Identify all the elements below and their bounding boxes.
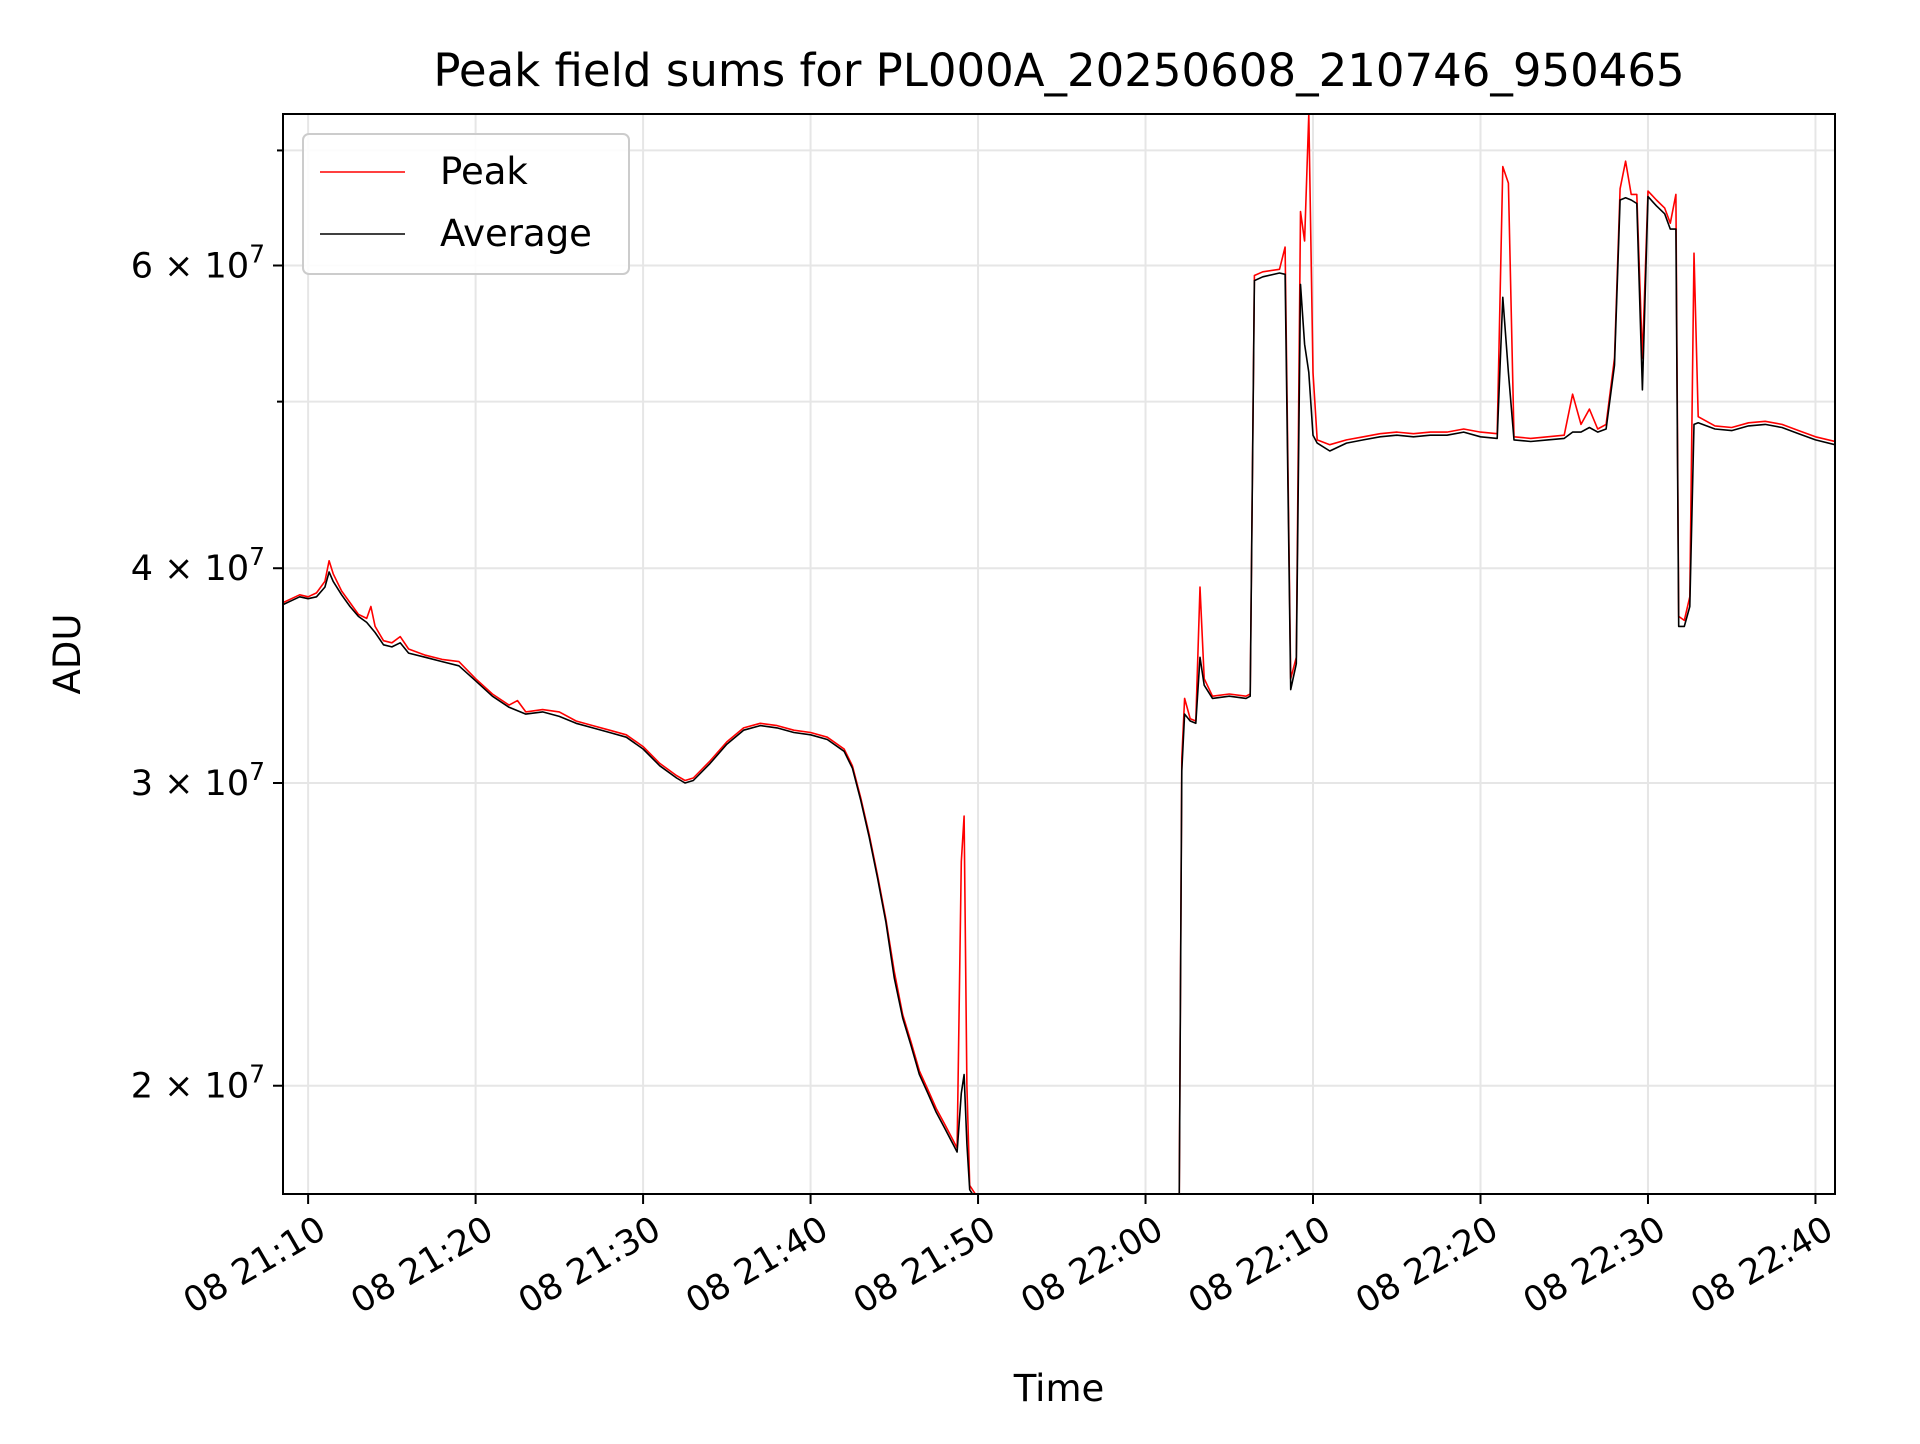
legend: Peak Average bbox=[302, 133, 630, 275]
series-layer bbox=[283, 114, 1835, 1194]
plot-frame bbox=[282, 113, 1836, 1195]
chart-title: Peak field sums for PL000A_20250608_2107… bbox=[433, 44, 1684, 97]
y-axis-label: ADU bbox=[46, 614, 89, 695]
series-line-average bbox=[283, 195, 1835, 1194]
y-tick-label: 4 × 107 bbox=[131, 542, 265, 589]
y-tick-label: 3 × 107 bbox=[131, 757, 265, 804]
y-tick-label: 2 × 107 bbox=[131, 1060, 265, 1107]
legend-box bbox=[302, 133, 630, 275]
plot-area bbox=[283, 114, 1835, 1194]
legend-label-average: Average bbox=[440, 212, 592, 255]
legend-label-peak: Peak bbox=[440, 150, 528, 193]
y-tick-label: 6 × 107 bbox=[131, 240, 265, 287]
x-axis-label: Time bbox=[1013, 1367, 1105, 1410]
